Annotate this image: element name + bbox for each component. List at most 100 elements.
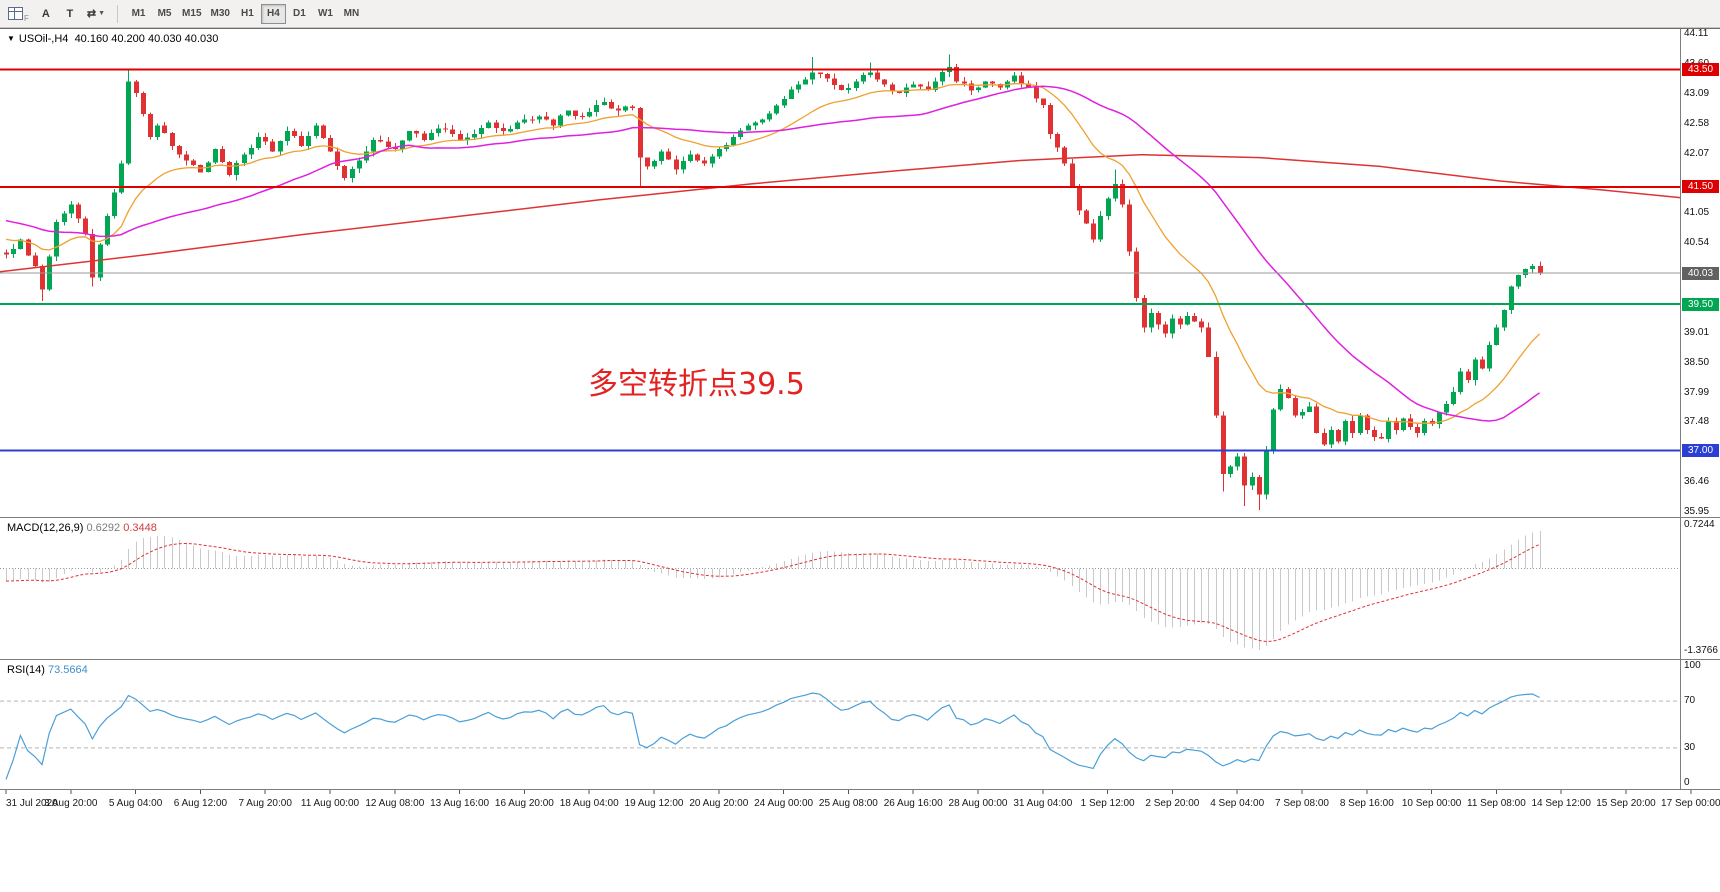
price-panel[interactable]: ▼ USOil-,H4 40.160 40.200 40.030 40.030 多… <box>0 29 1720 517</box>
time-axis-label: 6 Aug 12:00 <box>173 798 228 809</box>
price-axis-label: 42.58 <box>1684 117 1710 129</box>
candles <box>4 54 1543 511</box>
time-axis-canvas <box>5 790 1692 794</box>
price-axis[interactable]: 44.1143.6043.0942.5842.0741.0540.5439.01… <box>1680 29 1720 517</box>
chart-grid-icon <box>8 7 23 20</box>
time-axis[interactable]: 31 Jul 2020 3 Aug 20:00 5 Aug 04:00 6 Aug 1… <box>0 789 1720 815</box>
time-axis-label: 28 Aug 00:00 <box>948 798 1008 809</box>
timeframe-h4[interactable]: H4 <box>260 3 286 24</box>
price-axis-label: 37.99 <box>1684 386 1710 398</box>
symbol-period-label: USOil-,H4 <box>18 33 69 45</box>
macd-axis-max: 0.7244 <box>1684 519 1715 530</box>
ma_fast-line <box>5 83 1541 424</box>
rsi-axis-label: 70 <box>1684 695 1696 707</box>
time-axis-label: 15 Sep 20:00 <box>1596 798 1656 809</box>
time-axis-label: 7 Sep 08:00 <box>1275 798 1329 809</box>
price-axis-label: 35.95 <box>1684 506 1710 517</box>
rsi-axis-label: 100 <box>1684 660 1701 671</box>
macd-label: MACD(12,26,9) <box>7 522 84 534</box>
price-tag-41.50: 41.50 <box>1682 180 1719 194</box>
timeframe-d1[interactable]: D1 <box>287 4 312 24</box>
price-axis-label: 36.46 <box>1684 476 1710 488</box>
time-axis-label: 24 Aug 00:00 <box>754 798 814 809</box>
rsi-title: RSI(14) 73.5664 <box>7 664 88 676</box>
timeframe-mn[interactable]: MN <box>339 4 364 24</box>
collapse-triangle-icon[interactable]: ▼ <box>7 34 15 43</box>
price-axis-label: 40.54 <box>1684 237 1710 249</box>
text-t-button[interactable]: T <box>59 4 81 24</box>
price-axis-label: 41.05 <box>1684 207 1710 219</box>
rsi-panel[interactable]: RSI(14) 73.5664 100 70 30 0 <box>0 659 1720 789</box>
dropdown-caret-icon: ▼ <box>98 10 106 17</box>
timeframe-m1[interactable]: M1 <box>126 4 151 24</box>
time-axis-label: 16 Aug 20:00 <box>494 798 554 809</box>
macd-main-value: 0.6292 <box>86 522 121 534</box>
rsi-label: RSI(14) <box>7 664 45 676</box>
rsi-value: 73.5664 <box>47 664 88 676</box>
timeframe-h1[interactable]: H1 <box>235 4 260 24</box>
ohlc-readout: 40.160 40.200 40.030 40.030 <box>74 33 219 45</box>
time-axis-label: 7 Aug 20:00 <box>238 798 292 809</box>
macd-histogram <box>6 531 1541 650</box>
rsi-canvas[interactable] <box>0 660 1680 789</box>
time-axis-label: 1 Sep 12:00 <box>1080 798 1135 809</box>
f-badge: F <box>24 13 29 23</box>
rsi-axis-label: 30 <box>1684 741 1696 753</box>
chart-region: ▼ USOil-,H4 40.160 40.200 40.030 40.030 多… <box>0 28 1720 815</box>
time-axis-label: 31 Aug 04:00 <box>1013 798 1073 809</box>
time-axis-label: 26 Aug 16:00 <box>883 798 943 809</box>
time-axis-label: 5 Aug 04:00 <box>108 798 163 809</box>
chart-windows-button[interactable]: F <box>4 4 33 24</box>
price-tag-43.50: 43.50 <box>1682 63 1719 77</box>
period-cycle-icon: ⇄ <box>86 8 97 20</box>
macd-canvas[interactable] <box>0 518 1680 659</box>
rsi-line <box>5 692 1540 780</box>
chart-title: ▼ USOil-,H4 40.160 40.200 40.030 40.030 <box>7 33 218 45</box>
time-axis-label: 17 Sep 00:00 <box>1661 798 1720 809</box>
chinese-annotation-text: 多空转折点39.5 <box>588 367 805 402</box>
price-axis-label: 38.50 <box>1684 356 1710 368</box>
toolbar: F A T ⇄ ▼ M1 M5 M15 M30 H1 H4 D1 W1 MN <box>0 0 1720 28</box>
price-tag-37.00: 37.00 <box>1682 443 1719 457</box>
time-axis-label: 11 Sep 08:00 <box>1467 798 1526 809</box>
ma_mid-line <box>5 85 1541 422</box>
time-axis-label: 20 Aug 20:00 <box>689 798 749 809</box>
timeframe-m15[interactable]: M15 <box>178 4 205 24</box>
time-axis-label: 19 Aug 12:00 <box>624 798 684 809</box>
time-axis-label: 18 Aug 04:00 <box>559 798 619 809</box>
macd-axis[interactable]: 0.7244 -1.3766 <box>1680 518 1720 659</box>
macd-axis-min: -1.3766 <box>1684 645 1718 656</box>
text-a-button[interactable]: A <box>35 4 57 24</box>
timeframe-m5[interactable]: M5 <box>152 4 177 24</box>
timeframe-m30[interactable]: M30 <box>207 4 234 24</box>
slow-ma-line <box>0 153 1680 273</box>
time-axis-label: 3 Aug 20:00 <box>44 798 98 809</box>
time-axis-label: 8 Sep 16:00 <box>1339 798 1394 809</box>
horizontal-level-lines[interactable] <box>0 68 1680 452</box>
rsi-axis[interactable]: 100 70 30 0 <box>1680 660 1720 789</box>
price-axis-label: 44.11 <box>1684 29 1709 39</box>
price-axis-label: 43.09 <box>1684 87 1710 99</box>
price-axis-label: 42.07 <box>1684 147 1710 159</box>
time-axis-label: 13 Aug 16:00 <box>430 798 490 809</box>
timeframe-w1[interactable]: W1 <box>313 4 338 24</box>
price-axis-label: 37.48 <box>1684 416 1710 428</box>
time-axis-label: 2 Sep 20:00 <box>1145 798 1200 809</box>
timeframe-group: M1 M5 M15 M30 H1 H4 D1 W1 MN <box>126 3 364 24</box>
price-tag-39.50: 39.50 <box>1682 297 1719 311</box>
rsi-axis-label: 0 <box>1684 777 1690 788</box>
period-cycle-button[interactable]: ⇄ ▼ <box>83 4 109 24</box>
time-axis-label: 14 Sep 12:00 <box>1531 798 1591 809</box>
time-axis-label: 25 Aug 08:00 <box>818 798 878 809</box>
macd-panel[interactable]: MACD(12,26,9) 0.6292 0.3448 0.7244 -1.376… <box>0 517 1720 659</box>
toolbar-separator <box>117 4 119 23</box>
price-tag-40.03: 40.03 <box>1682 266 1719 280</box>
moving-averages <box>0 83 1680 424</box>
time-axis-label: 11 Aug 00:00 <box>300 798 360 809</box>
price-chart-canvas[interactable] <box>0 29 1680 517</box>
macd-signal-line <box>5 542 1540 643</box>
price-axis-label: 39.01 <box>1684 326 1710 338</box>
macd-signal-value: 0.3448 <box>123 522 157 534</box>
macd-title: MACD(12,26,9) 0.6292 0.3448 <box>7 522 157 534</box>
